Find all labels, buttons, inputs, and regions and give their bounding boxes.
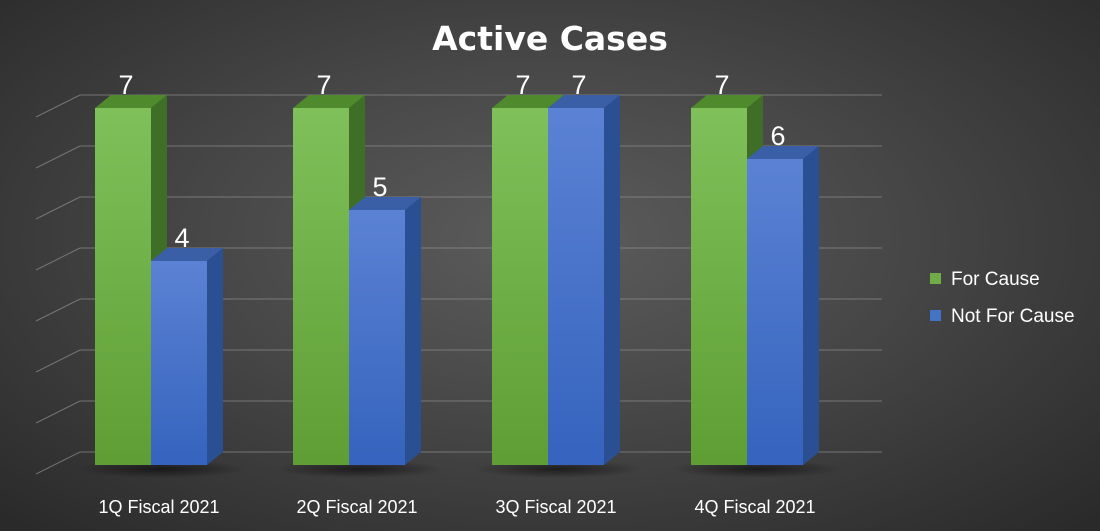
- bar: [691, 108, 747, 465]
- bar-side-face: [405, 197, 421, 465]
- bar-side-face: [803, 146, 819, 465]
- bar-top-face: [151, 248, 223, 261]
- bar-side-face: [604, 95, 620, 465]
- bar-top-face: [492, 95, 564, 108]
- gridline-side: [35, 145, 81, 169]
- gridline-side: [35, 451, 81, 475]
- x-tick-label: 2Q Fiscal 2021: [296, 497, 417, 517]
- legend-swatch: [930, 310, 941, 321]
- gridline-side: [35, 247, 81, 271]
- x-tick-label: 4Q Fiscal 2021: [694, 497, 815, 517]
- data-label: 6: [770, 121, 785, 151]
- x-tick-label: 3Q Fiscal 2021: [495, 497, 616, 517]
- gridline-side: [35, 196, 81, 220]
- data-label: 7: [714, 70, 729, 100]
- x-tick-label: 1Q Fiscal 2021: [98, 497, 219, 517]
- legend-label: Not For Cause: [951, 306, 1075, 327]
- data-label: 7: [316, 70, 331, 100]
- bar: [492, 108, 548, 465]
- bars: [95, 95, 819, 465]
- gridline-side: [35, 94, 81, 118]
- bar-top-face: [349, 197, 421, 210]
- data-label: 7: [571, 70, 586, 100]
- legend-label: For Cause: [951, 269, 1040, 290]
- legend: For Cause Not For Cause: [930, 269, 1075, 327]
- bar: [151, 261, 207, 465]
- legend-swatch: [930, 273, 941, 284]
- bar-top-face: [95, 95, 167, 108]
- bar-top-face: [548, 95, 620, 108]
- bar-side-face: [207, 248, 223, 465]
- gridline-side: [35, 298, 81, 322]
- bar: [95, 108, 151, 465]
- bar: [349, 210, 405, 465]
- bar-top-face: [691, 95, 763, 108]
- chart-title: Active Cases: [432, 19, 668, 58]
- gridline-side: [35, 400, 81, 424]
- data-labels: 7 4 7 5 7 7 7 6: [118, 70, 785, 253]
- bar: [747, 159, 803, 465]
- data-label: 7: [515, 70, 530, 100]
- x-axis-ticks: 1Q Fiscal 2021 2Q Fiscal 2021 3Q Fiscal 20…: [98, 497, 815, 517]
- bar-top-face: [747, 146, 819, 159]
- data-label: 5: [372, 172, 387, 202]
- bar: [293, 108, 349, 465]
- gridline-side: [35, 349, 81, 373]
- data-label: 4: [174, 223, 189, 253]
- data-label: 7: [118, 70, 133, 100]
- bar: [548, 108, 604, 465]
- bar-top-face: [293, 95, 365, 108]
